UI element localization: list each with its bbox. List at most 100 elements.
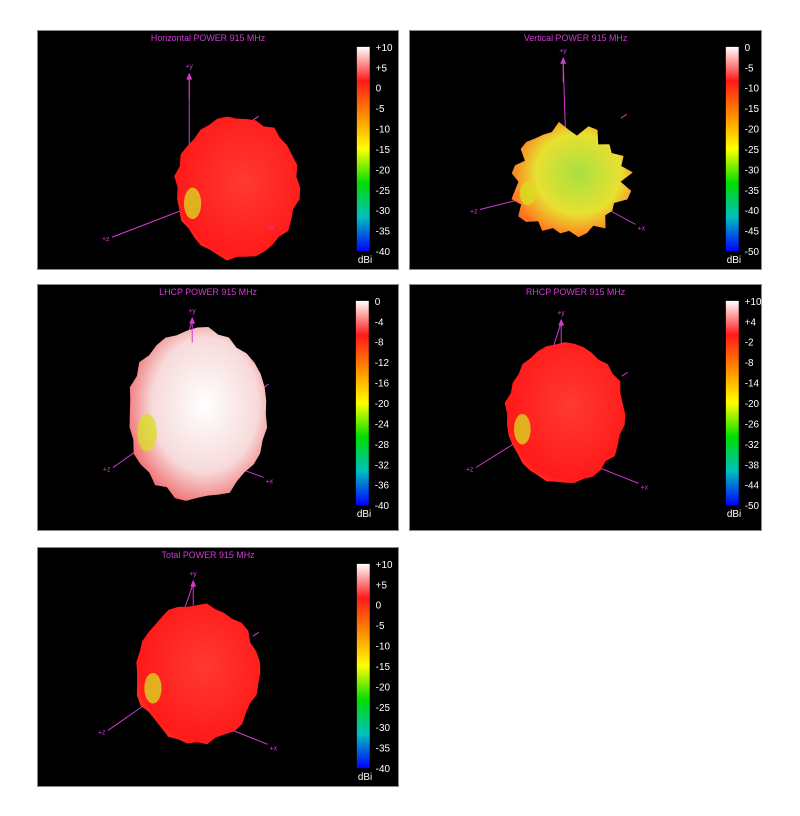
colorbar-tick-label: +10 xyxy=(376,560,393,571)
pattern-hotspot xyxy=(144,672,162,704)
axis-tick xyxy=(620,113,627,119)
colorbar-tick-label: -35 xyxy=(745,186,760,197)
colorbar-tick-label: -15 xyxy=(376,662,391,673)
colorbar-tick-label: -20 xyxy=(376,165,391,176)
colorbar-tick-label: +10 xyxy=(376,43,393,54)
axis-label-y: +y xyxy=(559,48,567,55)
colorbar-tick-label: -12 xyxy=(375,358,390,369)
colorbar xyxy=(356,46,370,252)
colorbar-tick-label: -30 xyxy=(376,206,391,217)
colorbar-unit-label: dBi xyxy=(727,255,741,266)
z-axis-line xyxy=(111,207,190,238)
chart-title: Vertical POWER 915 MHz xyxy=(524,33,628,43)
colorbar-tick-label: -8 xyxy=(375,338,384,349)
colorbar xyxy=(725,46,739,252)
rhcp-power-panel: RHCP POWER 915 MHz +y +x +z +10 +4 -2 -8 -14 -20 -… xyxy=(409,284,762,531)
colorbar-tick-label: -10 xyxy=(745,84,760,95)
y-axis-arrow xyxy=(558,318,565,326)
chart-title: LHCP POWER 915 MHz xyxy=(159,287,257,297)
colorbar-tick-label: -25 xyxy=(745,145,760,156)
colorbar-tick-label: -20 xyxy=(376,682,391,693)
axis-label-x: +x xyxy=(641,484,649,491)
colorbar-tick-label: -2 xyxy=(745,338,754,349)
colorbar-tick-label: -50 xyxy=(745,247,760,258)
axis-tick xyxy=(252,631,259,637)
axis-label-x: +x xyxy=(638,225,646,232)
colorbar-tick-label: -5 xyxy=(376,104,385,115)
axis-label-x: +x xyxy=(270,745,278,752)
colorbar-tick-label: -32 xyxy=(375,460,390,471)
y-axis-arrow xyxy=(186,72,193,80)
colorbar-tick-label: -10 xyxy=(376,125,391,136)
colorbar-tick-label: -25 xyxy=(376,186,391,197)
colorbar-tick-label: -15 xyxy=(745,104,760,115)
colorbar-tick-label: -10 xyxy=(376,642,391,653)
colorbar-tick-label: -20 xyxy=(745,399,760,410)
axis-tick xyxy=(621,371,628,377)
colorbar xyxy=(355,300,369,506)
y-axis-arrow xyxy=(560,56,567,64)
colorbar-tick-label: +4 xyxy=(745,317,757,328)
colorbar-tick-label: -32 xyxy=(745,440,760,451)
colorbar-tick-label: -40 xyxy=(745,206,760,217)
total-power-panel: Total POWER 915 MHz +y +x +z +10 +5 0 -5 -10 -15 -… xyxy=(37,547,399,787)
colorbar xyxy=(356,563,370,769)
radiation-pattern-surface xyxy=(129,326,268,501)
axis-label-z: +z xyxy=(98,729,106,736)
colorbar-tick-label: 0 xyxy=(376,84,382,95)
colorbar-tick-label: -20 xyxy=(375,399,390,410)
axis-label-z: +z xyxy=(102,236,110,243)
colorbar-tick-label: +5 xyxy=(376,580,388,591)
pattern-svg: LHCP POWER 915 MHz +y +x +z 0 -4 -8 -12 -16 -20 -2… xyxy=(103,287,390,520)
y-axis-arrow xyxy=(190,579,197,587)
colorbar-unit-label: dBi xyxy=(357,509,371,520)
y-axis-arrow xyxy=(189,316,196,324)
pattern-svg: Total POWER 915 MHz +y +x +z +10 +5 0 -5 -10 -15 -… xyxy=(98,550,393,783)
colorbar-tick-label: +10 xyxy=(745,297,762,308)
chart-title: RHCP POWER 915 MHz xyxy=(526,287,626,297)
colorbar-tick-label: -5 xyxy=(376,621,385,632)
axis-label-z: +z xyxy=(103,466,111,473)
colorbar-tick-label: -5 xyxy=(745,63,754,74)
axis-label-x: +x xyxy=(266,478,274,485)
colorbar-tick-label: -40 xyxy=(376,764,391,775)
colorbar-tick-label: -40 xyxy=(375,501,390,512)
colorbar-tick-label: -30 xyxy=(745,165,760,176)
colorbar-tick-label: -50 xyxy=(745,501,760,512)
colorbar-tick-label: -38 xyxy=(745,460,760,471)
axis-label-y: +y xyxy=(557,310,565,317)
vertical-power-panel: Vertical POWER 915 MHz +y +x +z 0 -5 -10 -15 -20… xyxy=(409,30,762,270)
colorbar-tick-label: 0 xyxy=(745,43,751,54)
colorbar-tick-label: -28 xyxy=(375,440,390,451)
colorbar-tick-label: -40 xyxy=(376,247,391,258)
colorbar-tick-label: -15 xyxy=(376,145,391,156)
pattern-svg: Horizontal POWER 915 MHz +y +x +z +10 +5 0 -5 -1… xyxy=(102,33,393,266)
colorbar-tick-label: +5 xyxy=(376,63,388,74)
colorbar-tick-label: -14 xyxy=(745,379,760,390)
horizontal-power-panel: Horizontal POWER 915 MHz +y +x +z +10 +5 0 -5 -1… xyxy=(37,30,399,270)
axis-label-y: +y xyxy=(185,64,193,71)
axis-label-z: +z xyxy=(470,208,478,215)
chart-title: Total POWER 915 MHz xyxy=(162,550,256,560)
colorbar-tick-label: -45 xyxy=(745,227,760,238)
radiation-pattern-surface xyxy=(511,121,633,238)
colorbar-tick-label: 0 xyxy=(375,297,381,308)
radiation-pattern-surface xyxy=(504,342,626,483)
colorbar-tick-label: -4 xyxy=(375,317,384,328)
axis-label-z: +z xyxy=(466,466,474,473)
axis-label-x: +x xyxy=(267,224,275,231)
pattern-hotspot xyxy=(513,413,531,445)
radiation-pattern-surface xyxy=(174,116,301,261)
colorbar-tick-label: -30 xyxy=(376,723,391,734)
colorbar-tick-label: -8 xyxy=(745,358,754,369)
pattern-hotspot xyxy=(137,413,157,452)
colorbar-unit-label: dBi xyxy=(727,509,741,520)
axis-label-y: +y xyxy=(189,571,197,578)
lhcp-power-panel: LHCP POWER 915 MHz +y +x +z 0 -4 -8 -12 -16 -20 -2… xyxy=(37,284,399,531)
colorbar-tick-label: -20 xyxy=(745,125,760,136)
pattern-hotspot xyxy=(183,187,202,220)
colorbar-tick-label: -35 xyxy=(376,744,391,755)
pattern-hotspot xyxy=(519,181,536,206)
colorbar-tick-label: -26 xyxy=(745,419,760,430)
colorbar-tick-label: 0 xyxy=(376,601,382,612)
